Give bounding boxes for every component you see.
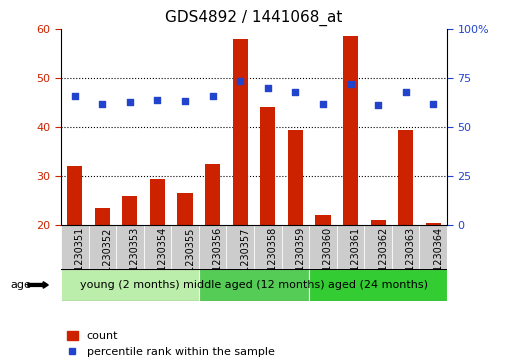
Text: GSM1230356: GSM1230356 [213, 227, 223, 293]
Text: GSM1230357: GSM1230357 [240, 227, 250, 293]
Bar [260, 107, 275, 225]
Bar [227, 225, 254, 269]
Bar [205, 164, 220, 225]
Text: GSM1230362: GSM1230362 [378, 227, 388, 293]
Bar [288, 130, 303, 225]
Bar [233, 39, 248, 225]
Text: GSM1230360: GSM1230360 [323, 227, 333, 292]
Point [429, 101, 437, 106]
Text: GSM1230361: GSM1230361 [351, 227, 361, 292]
Text: GSM1230353: GSM1230353 [130, 227, 140, 293]
Bar [398, 130, 414, 225]
Point [98, 101, 106, 106]
Point [346, 81, 355, 87]
Bar [370, 220, 386, 225]
Text: GSM1230354: GSM1230354 [157, 227, 168, 293]
Text: GSM1230363: GSM1230363 [406, 227, 416, 292]
Bar [67, 166, 82, 225]
Point [153, 97, 162, 102]
Point [71, 93, 79, 99]
Bar [61, 225, 88, 269]
Legend: count, percentile rank within the sample: count, percentile rank within the sample [67, 331, 274, 358]
Point [236, 78, 244, 84]
Text: middle aged (12 months): middle aged (12 months) [183, 280, 325, 290]
Bar [116, 225, 144, 269]
Text: aged (24 months): aged (24 months) [328, 280, 428, 290]
Text: GSM1230352: GSM1230352 [102, 227, 112, 293]
Text: GSM1230358: GSM1230358 [268, 227, 278, 293]
Point [209, 93, 217, 99]
Bar [177, 193, 193, 225]
Text: GSM1230359: GSM1230359 [295, 227, 305, 293]
Bar [122, 196, 138, 225]
Bar [281, 225, 309, 269]
Text: age: age [10, 280, 31, 290]
Bar [309, 225, 337, 269]
Bar [144, 225, 171, 269]
Bar [61, 269, 199, 301]
Bar [343, 36, 358, 225]
Text: GSM1230351: GSM1230351 [75, 227, 85, 293]
Bar [337, 225, 364, 269]
Text: young (2 months): young (2 months) [80, 280, 180, 290]
Point [402, 89, 410, 95]
Text: GSM1230364: GSM1230364 [433, 227, 443, 292]
Bar [95, 208, 110, 225]
Point [264, 85, 272, 91]
Bar [199, 225, 227, 269]
Bar [199, 269, 309, 301]
Bar [315, 215, 331, 225]
Point [291, 89, 299, 95]
Bar [364, 225, 392, 269]
Point [319, 101, 327, 106]
Bar [426, 223, 441, 225]
Bar [392, 225, 420, 269]
Bar [88, 225, 116, 269]
Point [374, 102, 382, 107]
Title: GDS4892 / 1441068_at: GDS4892 / 1441068_at [165, 10, 343, 26]
Bar [309, 269, 447, 301]
Bar [171, 225, 199, 269]
Bar [150, 179, 165, 225]
Point [181, 98, 189, 103]
Bar [420, 225, 447, 269]
Point [126, 99, 134, 105]
Text: GSM1230355: GSM1230355 [185, 227, 195, 293]
Bar [254, 225, 281, 269]
